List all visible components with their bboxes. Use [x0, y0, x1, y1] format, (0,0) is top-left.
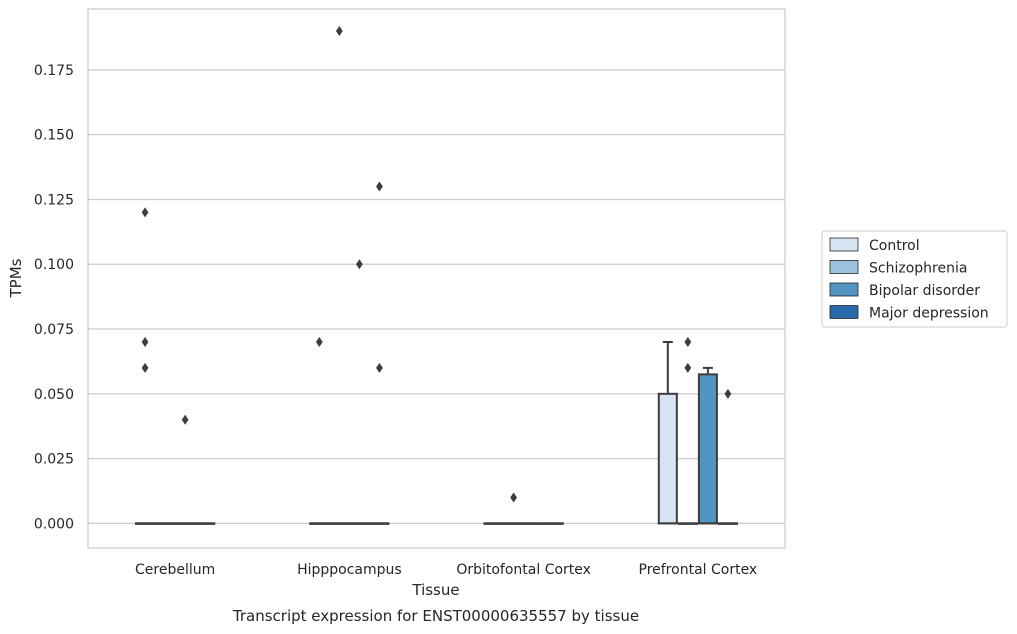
outlier-point [141, 207, 149, 218]
y-tick-label: 0.075 [34, 322, 74, 338]
y-tick-label: 0.150 [34, 128, 74, 144]
box-schizophrenia [329, 26, 350, 525]
box-body [657, 392, 678, 525]
box-series [135, 26, 738, 525]
legend-frame [821, 230, 1008, 328]
box-body [697, 373, 718, 525]
y-tick-label: 0.000 [34, 516, 74, 532]
outlier-point [684, 362, 692, 373]
legend-swatch [829, 237, 859, 252]
box-schizophrenia [677, 336, 698, 525]
outlier-point [141, 362, 149, 373]
outlier-point [684, 336, 692, 347]
legend-swatch [829, 282, 859, 297]
legend-swatch [829, 260, 859, 274]
grid-lines [88, 69, 785, 525]
legend-swatch [829, 305, 859, 319]
outlier-point [141, 336, 149, 347]
legend-label: Major depression [869, 306, 989, 322]
box-control [309, 336, 330, 525]
box-schizophrenia [503, 492, 524, 525]
y-tick-labels: 0.000 0.025 0.050 0.075 0.100 0.125 0.150 0.175 [34, 63, 74, 532]
box-bipolar-disorder [697, 366, 718, 525]
box-control [657, 340, 678, 525]
outlier-point [724, 388, 732, 399]
outlier-point [181, 414, 189, 425]
outlier-point [335, 26, 343, 37]
x-axis-label: Tissue [411, 581, 459, 599]
plot-area [87, 8, 786, 549]
outlier-point [376, 362, 383, 373]
chart-caption: Transcript expression for ENST0000063555… [232, 607, 639, 625]
box-major-depression [369, 181, 390, 525]
box-control [483, 522, 504, 525]
y-tick-label: 0.050 [34, 387, 74, 403]
outlier-point [355, 259, 363, 270]
y-axis-label: TPMs [7, 258, 25, 298]
legend-label: Schizophrenia [869, 261, 967, 277]
outlier-point [315, 336, 323, 347]
y-tick-label: 0.100 [34, 257, 74, 273]
box-major-depression [543, 522, 564, 525]
x-tick-labels: Cerebellum Hipppocampus Orbitofontal Corte… [135, 562, 757, 578]
x-tick-label: Hipppocampus [297, 562, 402, 578]
outlier-point [510, 492, 518, 503]
legend-label: Control [869, 238, 920, 254]
box-bipolar-disorder [523, 522, 544, 525]
x-tick-label: Cerebellum [135, 562, 215, 578]
x-tick-label: Orbitofontal Cortex [456, 562, 591, 578]
y-tick-label: 0.025 [34, 452, 74, 468]
box-bipolar-disorder [175, 414, 196, 525]
y-tick-label: 0.125 [34, 192, 74, 208]
legend-label: Bipolar disorder [869, 283, 980, 299]
outlier-point [376, 181, 383, 192]
y-tick-label: 0.175 [34, 63, 74, 79]
box-bipolar-disorder [349, 259, 370, 525]
x-tick-label: Prefrontal Cortex [639, 562, 758, 578]
box-control [135, 207, 156, 525]
legend: Control Schizophrenia Bipolar disorder Majo… [821, 230, 1008, 328]
box-schizophrenia [155, 522, 176, 525]
box-major-depression [717, 388, 738, 525]
box-major-depression [195, 522, 216, 525]
